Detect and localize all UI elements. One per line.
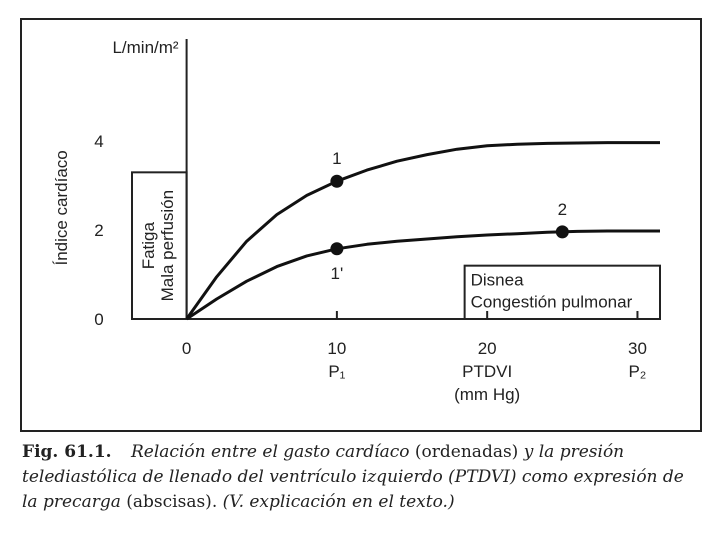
region-box-right [463,264,661,321]
y-tick-label: 4 [94,132,103,151]
x-tick-label: 20 [478,339,497,358]
y-tick-label: 0 [94,310,103,329]
x-tick-sublabel: PTDVI [462,362,512,381]
x-tick-sublabel: P₁ [328,362,345,381]
caption-figure-number: Fig. 61.1. [22,442,112,462]
caption-text-1: Relación entre el gasto cardíaco [130,442,410,462]
curve-upper [185,141,660,320]
region-box-left [131,171,188,320]
figure-panel: 0 10 P₁ 20 PTDVI 30 P₂ (mm Hg) 0 2 4 L/min/m² Índice… [20,18,702,432]
region-right-label-2: Congestión pulmonar [471,293,633,312]
data-point-label: 2 [558,200,567,219]
data-point-label: 1' [331,264,344,283]
y-axis-unit: L/min/m² [112,38,178,57]
data-point [555,225,569,239]
data-point [330,242,344,256]
region-left-label-2: Mala perfusión [158,190,177,302]
x-axis-unit-label: (mm Hg) [454,385,520,404]
caption-text-3: (V. explicación en el texto.) [222,492,455,512]
region-left-label-1: Fatiga [139,221,158,269]
caption-text-2: y la presión telediastólica de llenado d… [22,442,684,512]
figure-caption: Fig. 61.1. Relación entre el gasto cardí… [22,440,702,515]
region-right-label-1: Disnea [471,271,524,290]
chart: 0 10 P₁ 20 PTDVI 30 P₂ (mm Hg) 0 2 4 L/min/m² Índice… [52,38,661,404]
data-point-label: 1 [332,149,341,168]
caption-paren-2: (abscisas). [126,492,218,512]
x-tick-label: 0 [182,339,191,358]
y-axis-label: Índice cardíaco [52,150,71,265]
data-point [330,174,344,188]
x-tick-label: 30 [628,339,647,358]
y-tick-label: 2 [94,221,103,240]
curve-lower [185,229,660,321]
x-tick-label: 10 [327,339,346,358]
x-tick-sublabel: P₂ [628,362,646,381]
caption-paren-1: (ordenadas) [414,442,519,462]
